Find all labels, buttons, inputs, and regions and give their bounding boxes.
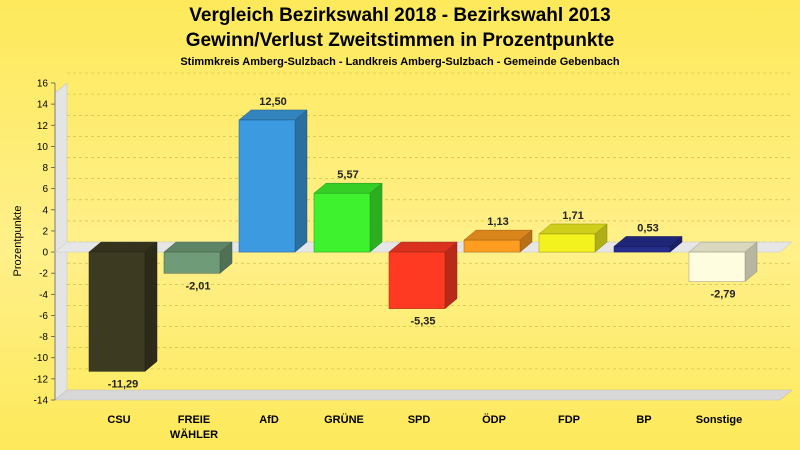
bar [688, 251, 746, 282]
chart-title-line1: Vergleich Bezirkswahl 2018 - Bezirkswahl… [189, 5, 610, 26]
bar-group [313, 182, 383, 253]
x-tick-label: SPD [408, 414, 431, 426]
bar [313, 192, 371, 253]
data-label: -2,01 [185, 280, 210, 292]
bar-top [163, 241, 233, 253]
y-tick-label: 6 [42, 184, 48, 195]
x-tick-label: GRÜNE [324, 413, 364, 426]
bar-top [88, 241, 158, 253]
x-tick-label: FREIE [178, 414, 210, 426]
y-tick-label: 12 [37, 121, 49, 132]
x-tick-label: FDP [558, 414, 580, 426]
bar-side [444, 241, 458, 310]
x-tick-label: BP [636, 414, 651, 426]
y-tick-label: 0 [42, 248, 48, 259]
data-label: 1,71 [562, 210, 583, 222]
y-tick-label: 8 [42, 163, 48, 174]
y-tick-label: -8 [39, 332, 48, 343]
x-tick-label-line2: WÄHLER [170, 428, 218, 441]
bar-group [88, 241, 158, 372]
bar-group [538, 223, 608, 253]
data-label: 0,53 [637, 222, 658, 234]
y-tick-label: 10 [37, 142, 49, 153]
bar-top [613, 236, 683, 247]
y-tick-label: -2 [39, 269, 48, 280]
y-axis-label: Prozentpunkte [12, 206, 24, 277]
bar [613, 246, 671, 253]
bar-group [463, 229, 533, 253]
x-tick-label: CSU [107, 414, 130, 426]
bar-top [463, 229, 533, 241]
chart-title-line2: Gewinn/Verlust Zweitstimmen in Prozentpu… [186, 30, 615, 51]
y-tick-label: -10 [34, 353, 49, 364]
bar-top [238, 109, 308, 121]
y-tick-label: -14 [34, 396, 49, 407]
bar [163, 251, 221, 274]
y-tick-label: -6 [39, 311, 48, 322]
x-tick-label: AfD [259, 414, 279, 426]
bar-top [313, 182, 383, 194]
y-tick-label: 14 [37, 100, 49, 111]
data-label: -2,79 [710, 289, 735, 301]
bar-side [294, 109, 308, 253]
x-tick-label: Sonstige [696, 414, 742, 426]
bar [238, 119, 296, 253]
bar-group [238, 109, 308, 253]
bar-group [163, 241, 233, 274]
bar-side [144, 241, 158, 372]
plot-area: 16 14 12 10 8 6 4 2 0 -2 -4 -6 -8 -10 -12 -14 -11,29 CSU -… [34, 72, 793, 441]
data-label: -5,35 [410, 316, 435, 328]
bar-top [538, 223, 608, 235]
bar-top [688, 241, 758, 253]
bar [388, 251, 446, 309]
bar-group [388, 241, 458, 310]
data-label: -11,29 [108, 378, 139, 390]
y-tick-label: 4 [42, 205, 48, 216]
data-label: 12,50 [259, 96, 287, 108]
y-tick-label: -12 [34, 374, 49, 385]
chart-subtitle: Stimmkreis Amberg-Sulzbach - Landkreis A… [180, 56, 620, 68]
chart-side-wall [54, 82, 68, 401]
chart-floor [54, 389, 793, 401]
y-tick-label: 16 [37, 79, 49, 90]
bar [88, 251, 146, 372]
bar-group [613, 235, 683, 253]
y-tick-label: 2 [42, 226, 48, 237]
data-label: 5,57 [337, 169, 358, 181]
bar [463, 239, 521, 253]
y-tick-label: -4 [39, 290, 48, 301]
x-tick-label: ÖDP [482, 413, 506, 426]
bar [538, 233, 596, 253]
bar-top [388, 241, 458, 253]
bar-group [688, 241, 758, 283]
data-label: 1,13 [487, 216, 508, 228]
bar-side [369, 182, 383, 253]
